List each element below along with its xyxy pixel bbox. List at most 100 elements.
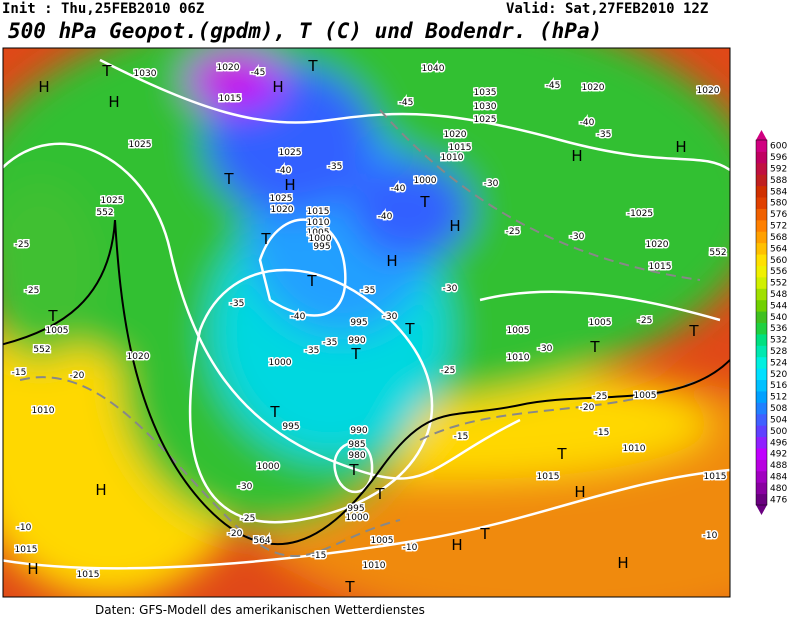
contour-label: -35	[328, 162, 343, 172]
contour-label: 980	[348, 451, 365, 461]
colorbar-bottom-arrow	[756, 505, 767, 515]
colorbar-swatch	[756, 390, 767, 403]
colorbar-label: 572	[770, 222, 787, 232]
contour-label: 1000	[257, 462, 280, 472]
contour-label: -15	[595, 428, 610, 438]
contour-label: -20	[228, 529, 243, 539]
colorbar-swatch	[756, 197, 767, 209]
pressure-center-label: T	[556, 445, 567, 463]
contour-label: -15	[12, 368, 27, 378]
colorbar-label: 528	[770, 347, 787, 357]
colorbar-swatch	[756, 368, 767, 381]
pressure-center-label: H	[27, 560, 38, 578]
colorbar-swatch	[756, 493, 767, 506]
contour-label: -25	[593, 392, 608, 402]
colorbar-swatch	[756, 276, 767, 289]
contour-label: -10	[703, 531, 718, 541]
colorbar-frame	[755, 139, 768, 506]
contour-label: 995	[347, 504, 364, 514]
colorbar-swatch	[756, 322, 767, 335]
contour-label: 995	[350, 318, 367, 328]
colorbar-label: 596	[770, 153, 787, 163]
colorbar-swatch	[756, 356, 767, 369]
contour-label: -40	[277, 166, 292, 176]
contour-label: -40	[291, 312, 306, 322]
colorbar-swatch	[756, 333, 767, 346]
colorbar-label: 560	[770, 256, 787, 266]
pressure-center-label: T	[269, 403, 280, 421]
contour-label: 1010	[441, 153, 464, 163]
colorbar-swatch	[756, 447, 767, 460]
colorbar-label: 592	[770, 165, 787, 175]
pressure-center-label: H	[571, 147, 582, 165]
colorbar-label: 484	[770, 472, 787, 482]
colorbar-label: 580	[770, 199, 787, 209]
colorbar-label: 556	[770, 267, 787, 277]
contour-label: -15	[312, 551, 327, 561]
contour-label: -45	[251, 68, 266, 78]
colorbar-swatch	[756, 436, 767, 449]
contour-label: -10	[403, 543, 418, 553]
contour-label: 1005	[589, 318, 612, 328]
pressure-center-label: T	[348, 461, 359, 479]
contour-label: 552	[33, 345, 50, 355]
colorbar-label: 544	[770, 301, 787, 311]
contour-label: 564	[253, 536, 270, 546]
colorbar-label: 568	[770, 233, 787, 243]
map-frame	[2, 47, 731, 598]
colorbar-label: 488	[770, 461, 787, 471]
colorbar-label: 564	[770, 244, 787, 254]
contour-label: 1020	[127, 352, 150, 362]
colorbar-swatch	[756, 242, 767, 255]
contour-label: 1030	[474, 102, 497, 112]
pressure-center-label: T	[307, 57, 318, 75]
colorbar-swatch	[756, 345, 767, 358]
contour-label: 1020	[582, 83, 605, 93]
pressure-center-label: H	[38, 78, 49, 96]
contour-label: -45	[399, 98, 414, 108]
pressure-center-label: H	[451, 536, 462, 554]
colorbar-swatch	[756, 288, 767, 301]
colorbar-label: 516	[770, 381, 787, 391]
pressure-center-label: H	[675, 138, 686, 156]
colorbar-label: 508	[770, 404, 787, 414]
contour-label: 1015	[649, 262, 672, 272]
contour-label: 1025	[474, 115, 497, 125]
colorbar-label: 520	[770, 370, 787, 380]
contour-label: -35	[323, 338, 338, 348]
contour-label: 1000	[309, 234, 332, 244]
contour-label: 1020	[271, 205, 294, 215]
contour-label: 1030	[134, 69, 157, 79]
colorbar-label: 476	[770, 495, 787, 505]
colorbar-label: 548	[770, 290, 787, 300]
contour-label: -25	[241, 514, 256, 524]
pressure-center-label: T	[404, 320, 415, 338]
contour-label: 1010	[307, 218, 330, 228]
contour-label: 990	[348, 336, 365, 346]
colorbar-swatch	[756, 140, 767, 152]
contour-label: -35	[597, 130, 612, 140]
contour-label: 1010	[507, 353, 530, 363]
colorbar-label: 524	[770, 358, 787, 368]
contour-label: -45	[546, 81, 561, 91]
contour-label: 1005	[634, 391, 657, 401]
colorbar-swatch	[756, 402, 767, 415]
pressure-center-label: T	[47, 307, 58, 325]
contour-label: -20	[580, 403, 595, 413]
contour-label: 1020	[217, 63, 240, 73]
contour-label: 1035	[474, 88, 497, 98]
pressure-center-label: H	[386, 252, 397, 270]
colorbar-label: 496	[770, 438, 787, 448]
colorbar-swatch	[756, 265, 767, 278]
colorbar-swatch	[756, 379, 767, 392]
contour-label: 1015	[537, 472, 560, 482]
contour-label: 1005	[307, 228, 330, 238]
pressure-center-label: H	[449, 217, 460, 235]
pressure-center-label: T	[589, 338, 600, 356]
contour-label: -40	[378, 212, 393, 222]
pressure-center-label: T	[688, 322, 699, 340]
contour-label: 1015	[15, 545, 38, 555]
contour-label: 1015	[219, 94, 242, 104]
contour-label: -35	[361, 286, 376, 296]
contour-label: 990	[350, 426, 367, 436]
